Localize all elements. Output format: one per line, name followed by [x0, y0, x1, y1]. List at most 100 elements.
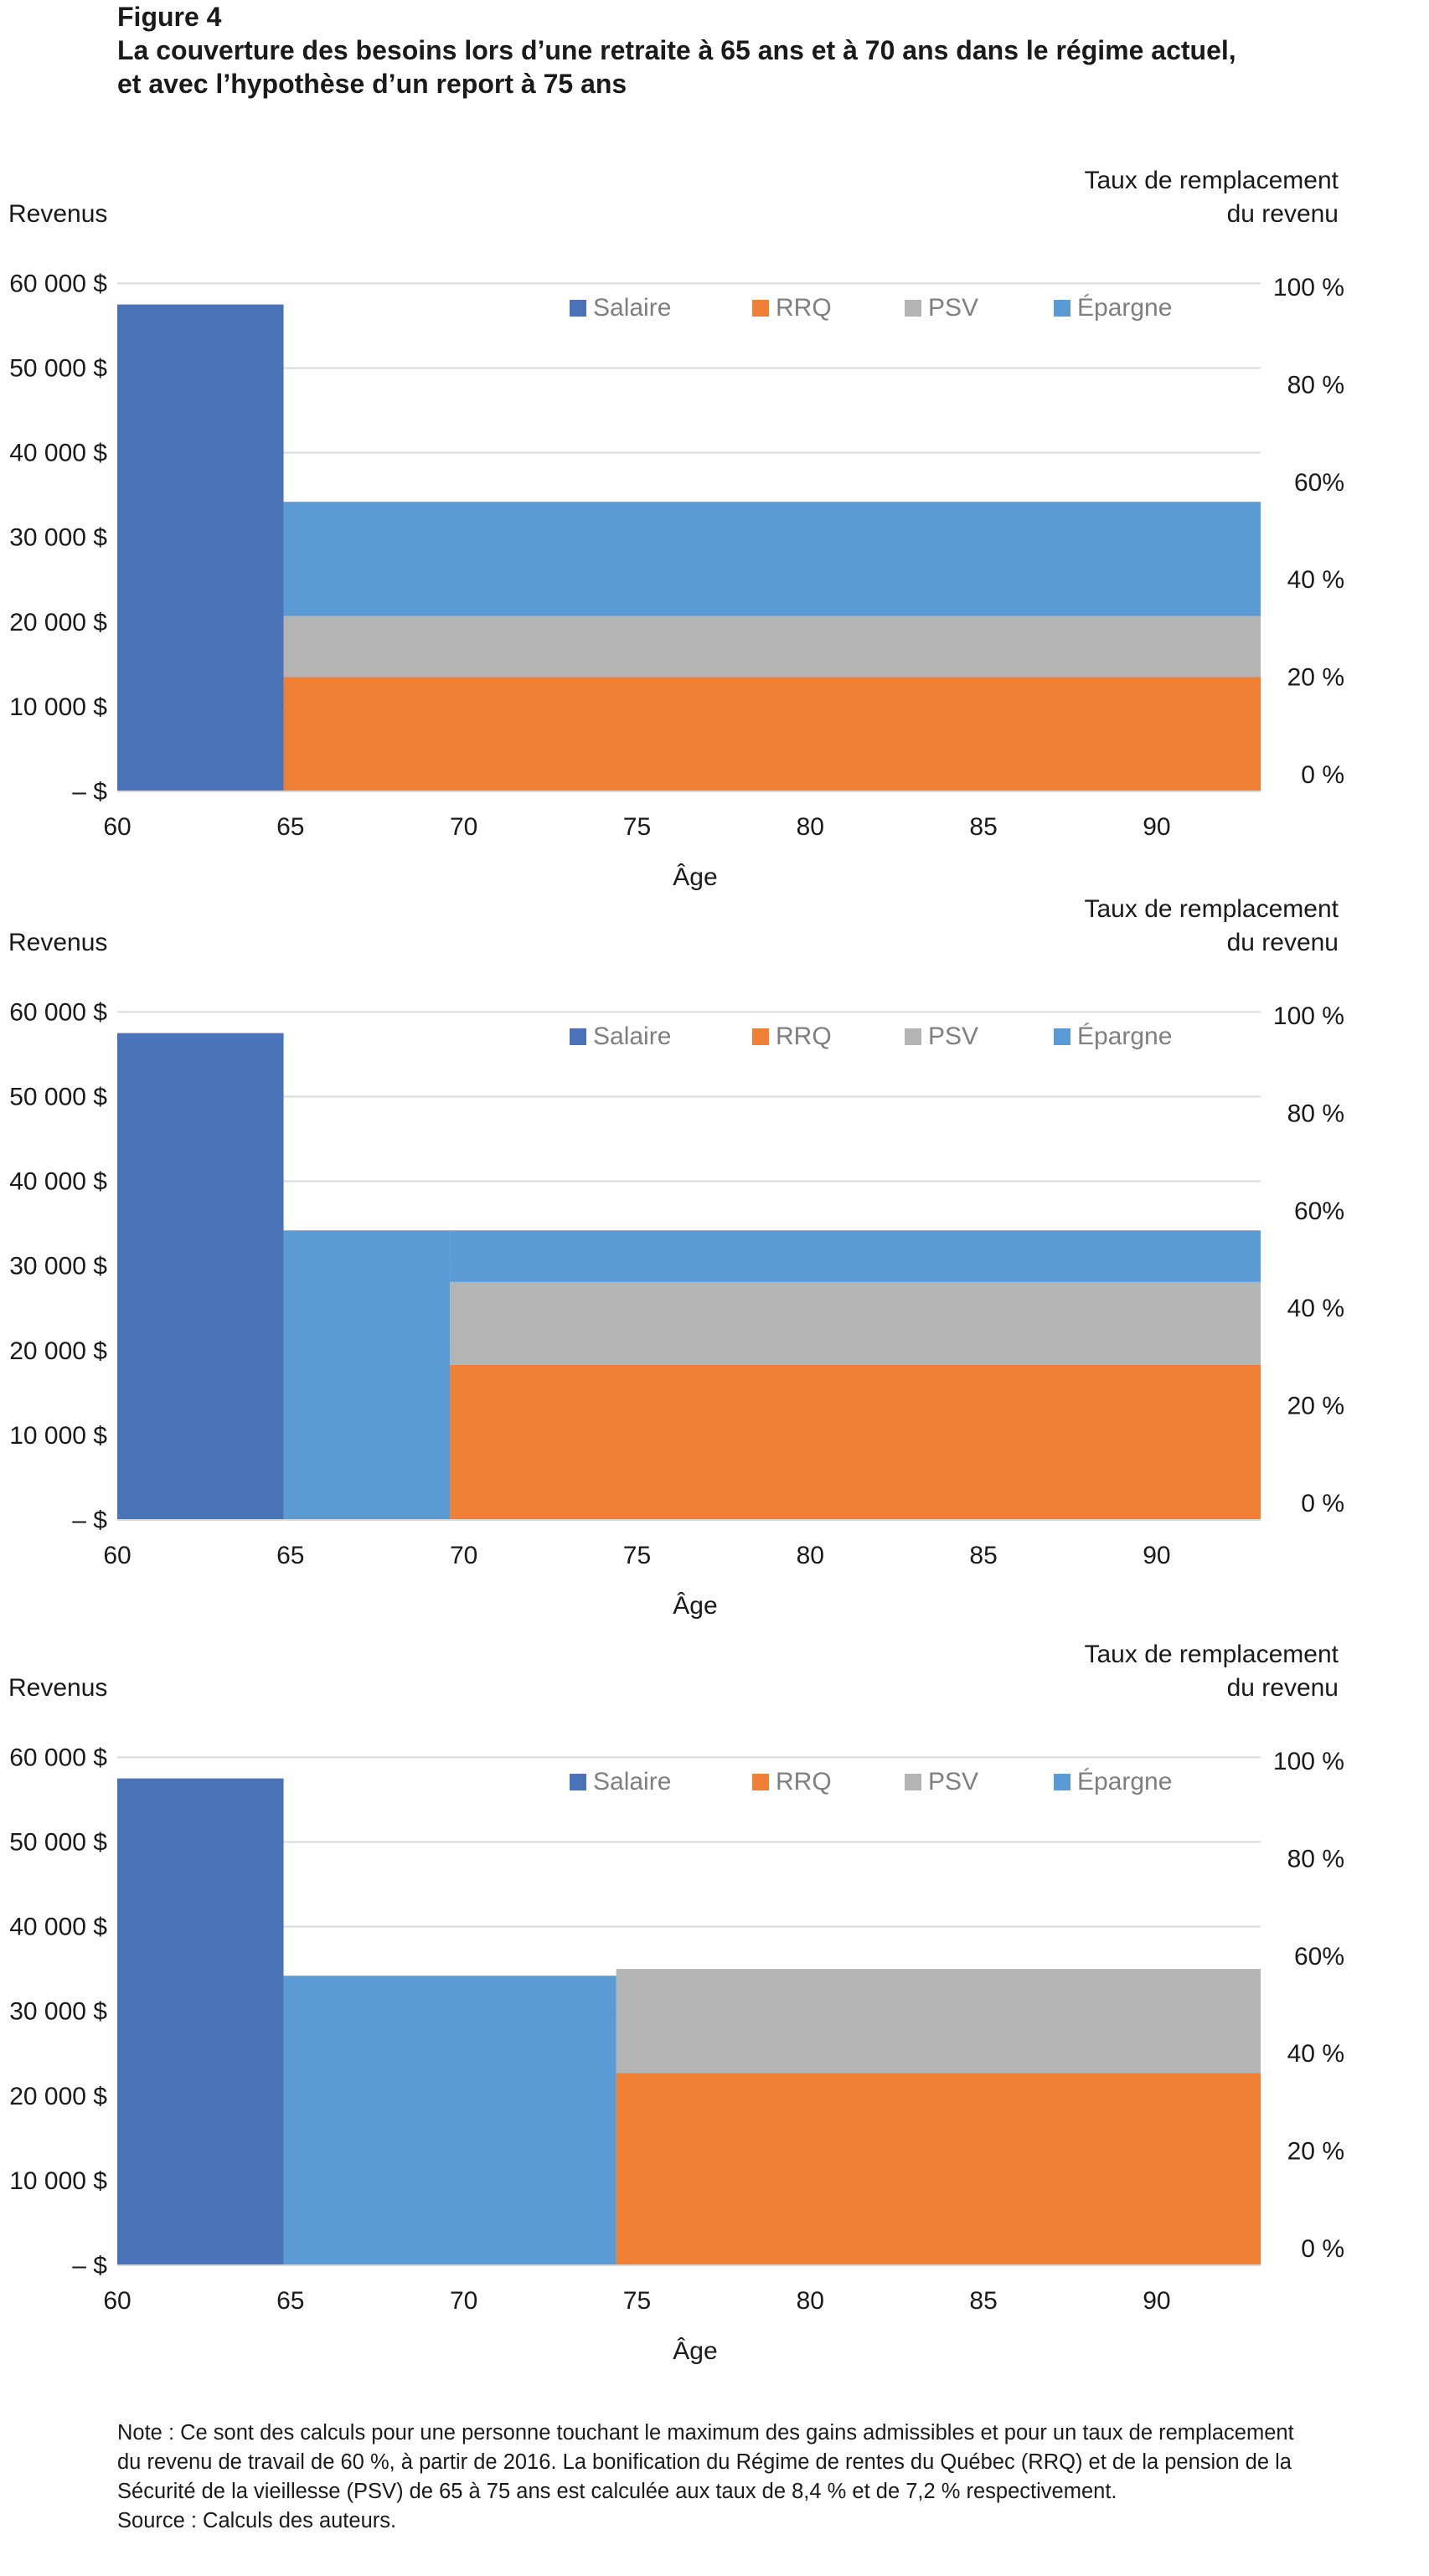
y-tick-label: 20 000 $ [9, 1337, 107, 1365]
y-tick-label: 50 000 $ [9, 1083, 107, 1110]
legend-swatch-psv [905, 1028, 921, 1045]
y-tick-label: 10 000 $ [9, 2167, 107, 2195]
y2-tick-label: 40 % [1287, 2040, 1344, 2068]
y2-tick-label: 20 % [1287, 664, 1344, 692]
x-tick-label: 80 [797, 1542, 824, 1569]
series-psv-area [450, 1281, 1261, 1365]
y2-tick-label: 60% [1294, 469, 1344, 497]
y2-tick-label: 20 % [1287, 2138, 1344, 2166]
series-psv-area [616, 1969, 1261, 2074]
x-tick-label: 60 [103, 2287, 131, 2315]
y2-axis-title-line-2: du revenu [1227, 929, 1339, 956]
y2-tick-label: 100 % [1273, 274, 1344, 301]
legend-label-psv: PSV [928, 1768, 978, 1795]
series-salaire-area [117, 1778, 284, 2265]
note-line-2: du revenu de travail de 60 %, à partir d… [117, 2450, 1292, 2474]
x-tick-label: 85 [969, 1542, 997, 1569]
y2-tick-label: 80 % [1287, 1845, 1344, 1873]
series-salaire-area [117, 304, 284, 792]
legend-swatch-salaire [570, 300, 586, 317]
series-rrq-area [450, 1364, 1261, 1520]
y2-tick-label: 60% [1294, 1198, 1344, 1225]
y2-tick-label: 0 % [1301, 761, 1344, 789]
x-tick-label: 80 [797, 2287, 824, 2315]
y2-tick-label: 0 % [1301, 1490, 1344, 1517]
y-tick-label: 40 000 $ [9, 440, 107, 467]
legend-swatch-rrq [752, 1774, 769, 1790]
x-tick-label: 90 [1143, 813, 1170, 841]
note: Note : Ce sont des calculs pour une pers… [117, 2419, 1424, 2536]
series-epargne-area [283, 1230, 451, 1520]
legend-swatch-salaire [570, 1028, 586, 1045]
y-tick-label: 10 000 $ [9, 693, 107, 721]
y-tick-label: 20 000 $ [9, 609, 107, 636]
x-tick-label: 70 [450, 813, 477, 841]
x-axis-title: Âge [673, 863, 717, 891]
x-tick-label: 85 [969, 2287, 997, 2315]
legend-swatch-rrq [752, 1028, 769, 1045]
y2-axis-title-line-1: Taux de remplacement [1085, 895, 1339, 923]
legend-label-salaire: Salaire [593, 1023, 671, 1050]
figure-title-line-1: La couverture des besoins lors d’une ret… [117, 35, 1236, 65]
y-tick-label: – $ [72, 1507, 107, 1534]
series-epargne-area [450, 1230, 1261, 1282]
y-tick-label: 40 000 $ [9, 1168, 107, 1196]
x-tick-label: 90 [1143, 2287, 1170, 2315]
y-tick-label: 50 000 $ [9, 354, 107, 382]
x-tick-label: 85 [969, 813, 997, 841]
x-tick-label: 65 [276, 813, 304, 841]
chart-panel-1: Revenus Taux de remplacement du revenu 60 0… [8, 167, 1344, 891]
y2-tick-label: 0 % [1301, 2235, 1344, 2263]
y-tick-label: 60 000 $ [9, 998, 107, 1026]
legend-label-epargne: Épargne [1077, 294, 1172, 322]
y-tick-label: 60 000 $ [9, 270, 107, 297]
x-tick-label: 80 [797, 813, 824, 841]
note-source: Source : Calculs des auteurs. [117, 2509, 397, 2532]
note-line-1: Note : Ce sont des calculs pour une pers… [117, 2421, 1294, 2445]
y-tick-label: – $ [72, 2252, 107, 2280]
legend-swatch-epargne [1054, 1774, 1070, 1790]
x-axis-title: Âge [673, 1592, 717, 1620]
y-tick-label: 30 000 $ [9, 524, 107, 552]
x-tick-label: 70 [450, 1542, 477, 1569]
series-salaire-area [117, 1033, 284, 1520]
note-line-3: Sécurité de la vieillesse (PSV) de 65 à … [117, 2480, 1117, 2503]
y-tick-label: 40 000 $ [9, 1914, 107, 1941]
legend-label-psv: PSV [928, 1023, 978, 1050]
series-rrq-area [616, 2073, 1261, 2265]
legend-label-epargne: Épargne [1077, 1768, 1172, 1795]
y-tick-label: – $ [72, 778, 107, 806]
y-tick-label: 30 000 $ [9, 1998, 107, 2026]
legend-swatch-rrq [752, 300, 769, 317]
legend-label-salaire: Salaire [593, 1768, 671, 1795]
y-tick-label: 10 000 $ [9, 1422, 107, 1450]
y2-tick-label: 100 % [1273, 1002, 1344, 1030]
x-tick-label: 75 [623, 813, 651, 841]
legend-label-epargne: Épargne [1077, 1023, 1172, 1050]
x-tick-label: 60 [103, 1542, 131, 1569]
y2-tick-label: 20 % [1287, 1393, 1344, 1420]
legend-label-rrq: RRQ [776, 1023, 832, 1050]
x-tick-label: 75 [623, 1542, 651, 1569]
x-tick-label: 70 [450, 2287, 477, 2315]
y-tick-label: 30 000 $ [9, 1253, 107, 1280]
y2-tick-label: 40 % [1287, 566, 1344, 594]
legend-swatch-salaire [570, 1774, 586, 1790]
x-tick-label: 75 [623, 2287, 651, 2315]
y-tick-label: 60 000 $ [9, 1744, 107, 1771]
series-psv-area [283, 616, 1261, 677]
x-tick-label: 65 [276, 1542, 304, 1569]
y2-axis-title-line-2: du revenu [1227, 200, 1339, 228]
y2-tick-label: 100 % [1273, 1748, 1344, 1775]
y2-axis-title-line-1: Taux de remplacement [1085, 167, 1339, 194]
x-axis-title: Âge [673, 2337, 717, 2365]
y-tick-label: 50 000 $ [9, 1828, 107, 1856]
y2-axis-title-line-1: Taux de remplacement [1085, 1641, 1339, 1668]
y-axis-title: Revenus [8, 929, 107, 956]
y-axis-title: Revenus [8, 200, 107, 228]
y2-tick-label: 80 % [1287, 1100, 1344, 1127]
y-tick-label: 20 000 $ [9, 2083, 107, 2110]
x-tick-label: 90 [1143, 1542, 1170, 1569]
y2-axis-title-line-2: du revenu [1227, 1674, 1339, 1702]
figure-title-line-2: et avec l’hypothèse d’un report à 75 ans [117, 69, 627, 99]
